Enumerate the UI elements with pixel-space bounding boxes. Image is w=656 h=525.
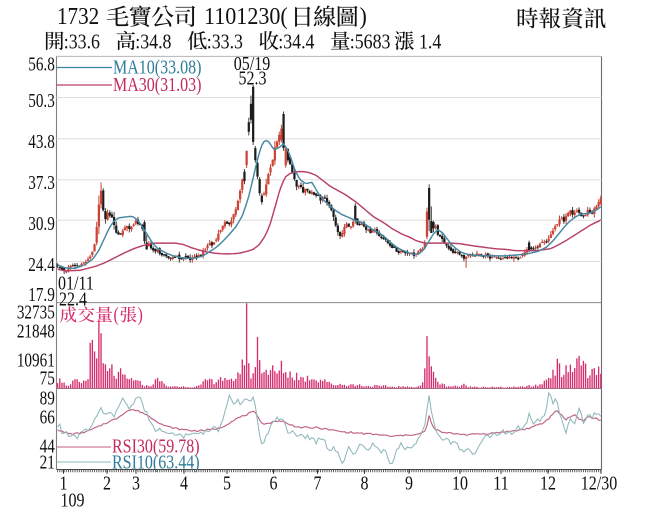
svg-text:50.3: 50.3 [28,89,55,112]
svg-text::34.8: :34.8 [135,31,171,54]
svg-text:05/19: 05/19 [234,52,270,74]
svg-text:37.3: 37.3 [28,171,55,194]
svg-text:21848: 21848 [17,319,55,342]
svg-text:44: 44 [40,434,55,457]
svg-text:7: 7 [313,472,321,494]
svg-text:30.9: 30.9 [28,212,55,235]
svg-text:17.9: 17.9 [28,283,55,306]
svg-text:52.3: 52.3 [238,67,266,89]
svg-text:12/30: 12/30 [581,472,617,494]
svg-text:10961: 10961 [17,348,55,371]
svg-text:22.4: 22.4 [59,288,87,310]
svg-text:11: 11 [493,472,508,494]
svg-text:1.4: 1.4 [419,31,442,54]
svg-text:5: 5 [223,472,231,494]
svg-text:12: 12 [540,472,556,494]
svg-text:MA30(31.03): MA30(31.03) [113,73,201,96]
svg-text:109: 109 [61,489,85,511]
svg-text:6: 6 [269,472,277,494]
svg-text::5683: :5683 [350,31,391,54]
svg-text:4: 4 [180,472,188,494]
svg-text:24.4: 24.4 [28,253,55,276]
svg-text:1732: 1732 [57,3,99,30]
svg-text:8: 8 [360,472,368,494]
svg-text:56.8: 56.8 [28,53,55,76]
svg-text:3: 3 [132,472,140,494]
svg-text:1101230(: 1101230( [204,2,288,29]
svg-text:1: 1 [59,472,67,494]
svg-text:): ) [360,2,367,29]
svg-text::34.4: :34.4 [278,31,314,54]
svg-text:01/11: 01/11 [58,272,94,294]
svg-text:66: 66 [40,405,55,428]
svg-text:(: ( [114,303,119,326]
svg-text:RSI30(59.78): RSI30(59.78) [112,435,200,458]
svg-text::33.3: :33.3 [207,31,243,54]
svg-text:32735: 32735 [17,300,55,323]
svg-text::33.6: :33.6 [64,31,100,54]
svg-text:75: 75 [40,366,55,389]
svg-text:10: 10 [452,472,468,494]
svg-text:9: 9 [405,472,413,494]
svg-text:MA10(33.08): MA10(33.08) [113,56,201,79]
svg-text:RSI10(63.44): RSI10(63.44) [112,451,200,474]
svg-text:2: 2 [103,472,111,494]
svg-text:43.8: 43.8 [28,130,55,153]
svg-text:21: 21 [40,450,55,473]
svg-text:89: 89 [40,386,55,409]
svg-text:): ) [138,303,143,326]
